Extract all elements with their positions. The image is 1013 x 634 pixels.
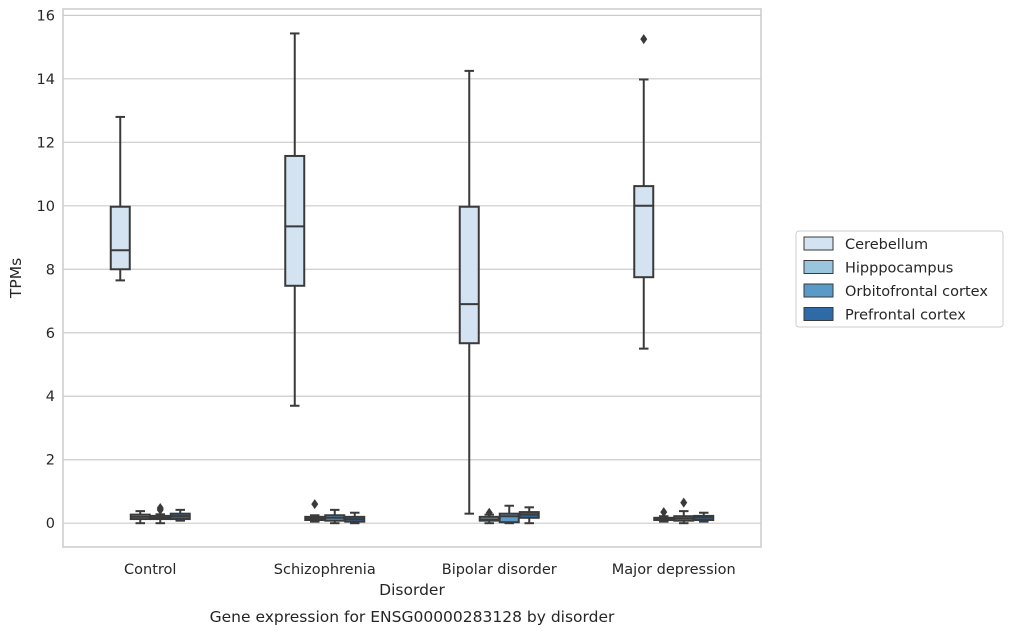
x-tick-label: Schizophrenia <box>274 562 376 578</box>
plot-background <box>63 9 761 547</box>
y-tick-label: 10 <box>37 199 55 215</box>
legend: Cerebellum Hipppocampus Orbitofrontal cort… <box>795 230 1004 328</box>
outlier-point <box>660 507 668 518</box>
x-tick-label: Control <box>124 562 176 578</box>
legend-label: Prefrontal cortex <box>845 308 966 324</box>
x-tick-label: Bipolar disorder <box>442 562 557 578</box>
outlier-point <box>640 34 648 45</box>
legend-frame <box>795 230 1004 328</box>
box <box>324 508 346 525</box>
box <box>109 115 131 282</box>
y-axis-label: TPMs <box>7 258 25 299</box>
box-iqr <box>498 512 520 524</box>
y-tick-label: 0 <box>46 516 55 532</box>
outlier-point <box>156 502 164 513</box>
box-iqr <box>109 205 131 271</box>
legend-label: Hipppocampus <box>845 261 953 277</box>
box <box>673 497 695 525</box>
plot-frame <box>62 8 762 548</box>
box-iqr <box>633 185 655 279</box>
gridlines <box>63 14 761 524</box>
legend-label: Cerebellum <box>845 237 928 253</box>
y-tick-label: 12 <box>37 135 55 151</box>
y-tick-label: 2 <box>46 453 55 469</box>
legend-swatch <box>803 283 834 298</box>
x-tick-labels: Control Schizophrenia Bipolar disorder Majo… <box>124 562 736 578</box>
legend-items: Cerebellum Hipppocampus Orbitofrontal cort… <box>803 236 988 324</box>
box <box>284 32 306 407</box>
box <box>653 507 675 523</box>
y-tick-labels: 0 2 4 6 8 10 12 14 16 <box>37 8 55 532</box>
legend-swatch <box>803 307 834 321</box>
y-tick-label: 4 <box>46 389 55 405</box>
legend-swatch <box>803 260 834 274</box>
outlier-point <box>680 497 688 508</box>
box <box>169 508 191 522</box>
box-series <box>109 32 715 525</box>
box <box>458 69 480 515</box>
y-tick-label: 6 <box>46 326 55 342</box>
box <box>149 502 171 525</box>
box <box>304 499 326 523</box>
legend-label: Orbitofrontal cortex <box>845 284 988 300</box>
outlier-point <box>485 507 493 518</box>
box-iqr <box>458 205 480 345</box>
y-tick-label: 16 <box>37 8 55 24</box>
box-iqr <box>284 154 306 287</box>
box <box>518 506 540 525</box>
y-tick-label: 8 <box>46 262 55 278</box>
chart-caption: Gene expression for ENSG00000283128 by d… <box>210 608 615 626</box>
legend-swatch <box>803 236 834 251</box>
box <box>693 511 715 523</box>
x-tick-label: Major depression <box>612 562 736 578</box>
box <box>344 511 366 525</box>
outlier-point <box>311 499 319 510</box>
box <box>478 507 500 525</box>
y-tick-label: 14 <box>37 72 55 88</box>
box <box>633 34 655 350</box>
x-axis-label: Disorder <box>379 581 445 599</box>
